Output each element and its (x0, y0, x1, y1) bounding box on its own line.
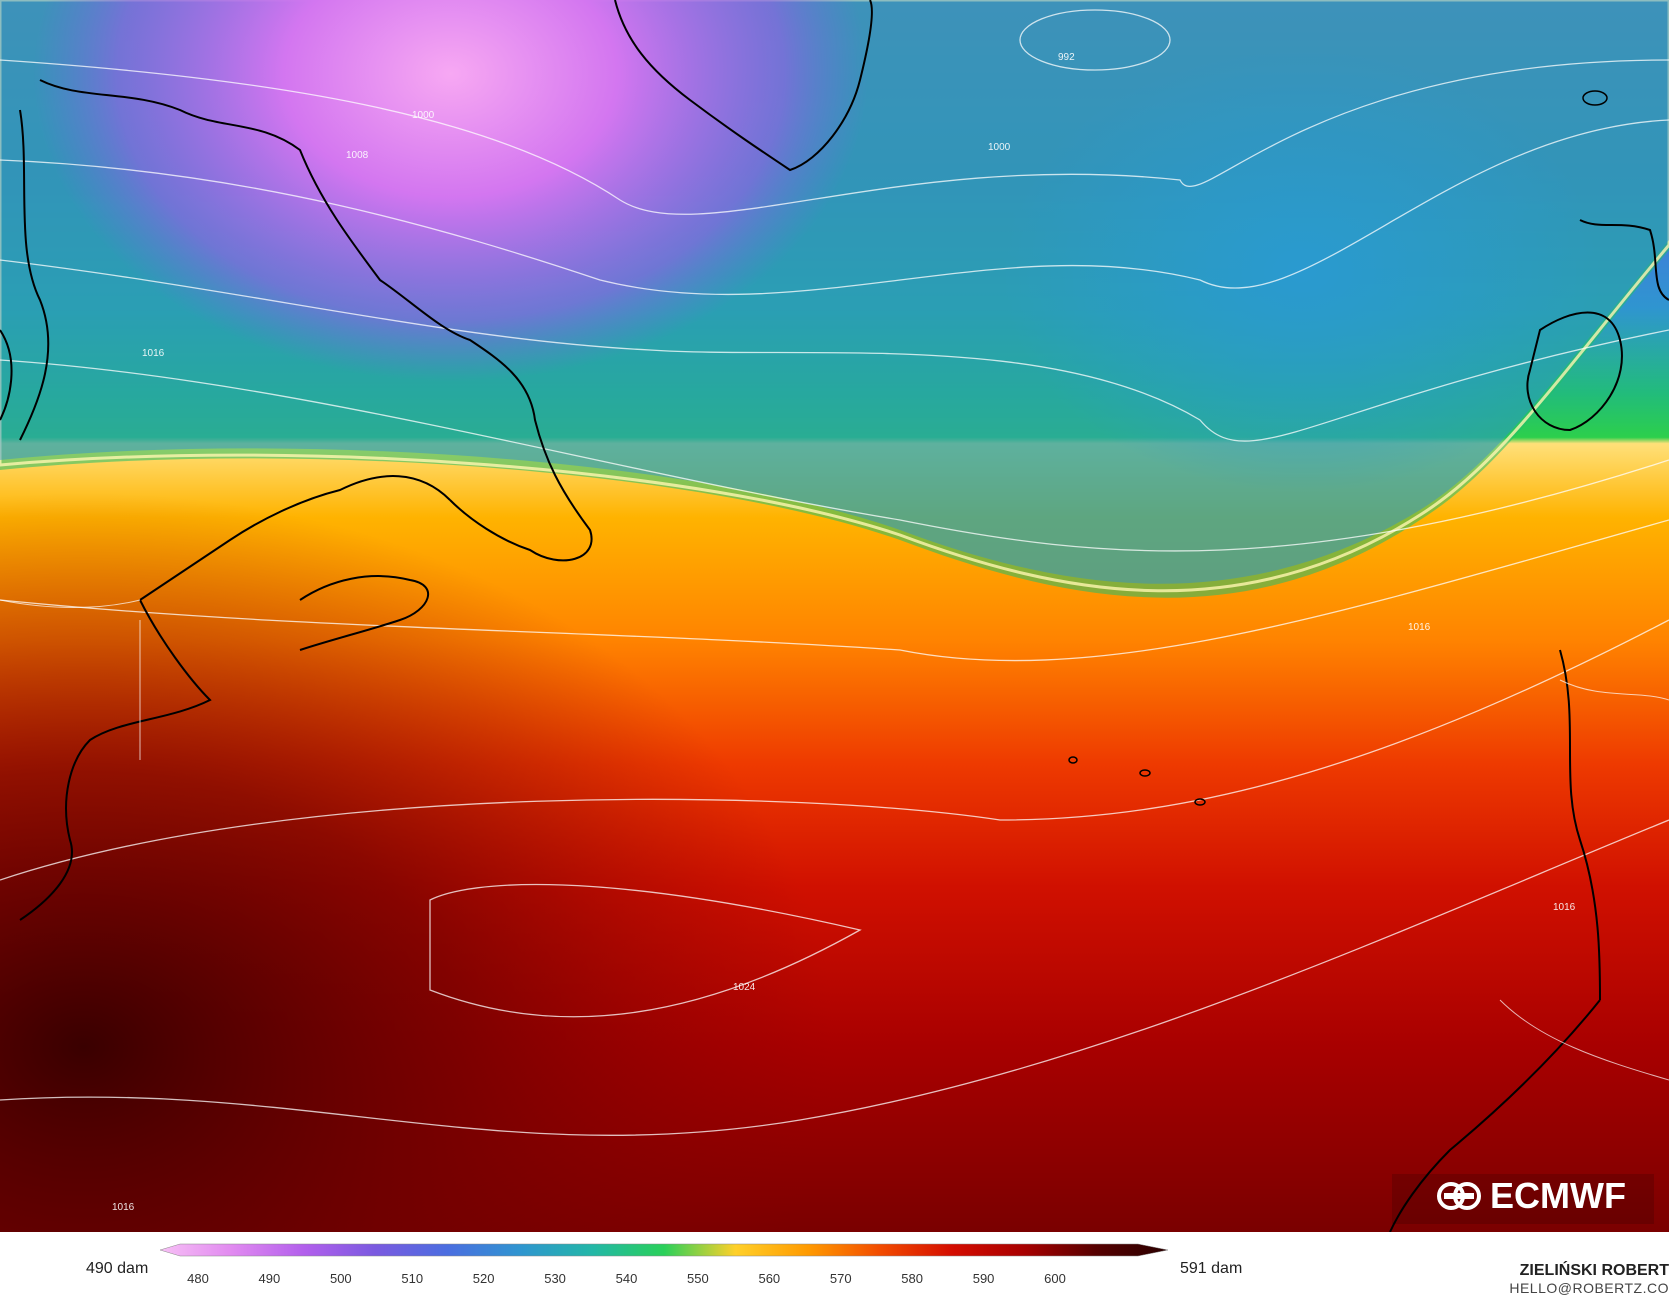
isobar-label: 1016 (142, 348, 165, 359)
colorbar-tick-label: 480 (187, 1271, 209, 1286)
colorbar (160, 1243, 1168, 1257)
geopotential-map: 992 1000 1000 1008 1016 1016 1016 1016 1… (0, 0, 1669, 1232)
isobar-label: 1016 (1553, 902, 1576, 913)
isobar-lines (0, 9, 1669, 1136)
colorbar-tick-label: 510 (401, 1271, 424, 1286)
isobar-label: 1024 (733, 982, 756, 993)
ecmwf-logo-text: ECMWF (1490, 1175, 1626, 1216)
borders (0, 599, 1669, 1081)
coastlines (0, 0, 1669, 1232)
isobar-label: 1000 (988, 142, 1011, 153)
color-legend: 490 dam 480 490 500 510 520 530 540 550 560 570 58… (0, 1232, 1669, 1296)
colorbar-tick-label: 540 (615, 1271, 638, 1286)
author-email[interactable]: HELLO@ROBERTZ.CO (1509, 1280, 1669, 1296)
colorbar-gradient (160, 1243, 1168, 1257)
isobar-label: 1008 (346, 150, 369, 161)
colorbar-tick-label: 550 (687, 1271, 709, 1286)
pressure-labels: 992 1000 1000 1008 1016 1016 1016 1016 1… (112, 52, 1576, 1213)
author-name: ZIELIŃSKI ROBERT (1519, 1262, 1669, 1279)
isobar-label: 992 (1058, 52, 1075, 63)
ecmwf-logo: ECMWF (1436, 1172, 1626, 1220)
colorbar-tick-label: 530 (544, 1271, 566, 1286)
legend-max-value: 591 dam (1180, 1260, 1243, 1277)
colorbar-tick-label: 570 (829, 1271, 852, 1286)
colorbar-tick-label: 520 (472, 1271, 495, 1286)
colorbar-tick-label: 580 (901, 1271, 924, 1286)
isobar-label: 1016 (1408, 622, 1431, 633)
colorbar-tick-label: 490 (258, 1271, 281, 1286)
legend-min-value: 490 dam (86, 1260, 149, 1277)
ecmwf-logo-icon (1437, 1182, 1481, 1210)
isobar-label: 1000 (412, 110, 435, 121)
isobar-label: 1016 (112, 1202, 135, 1213)
colorbar-tick-label: 590 (972, 1271, 995, 1286)
colorbar-tick-label: 500 (329, 1271, 352, 1286)
colorbar-tick-label: 560 (758, 1271, 781, 1286)
colorbar-tick-label: 600 (1044, 1271, 1066, 1286)
